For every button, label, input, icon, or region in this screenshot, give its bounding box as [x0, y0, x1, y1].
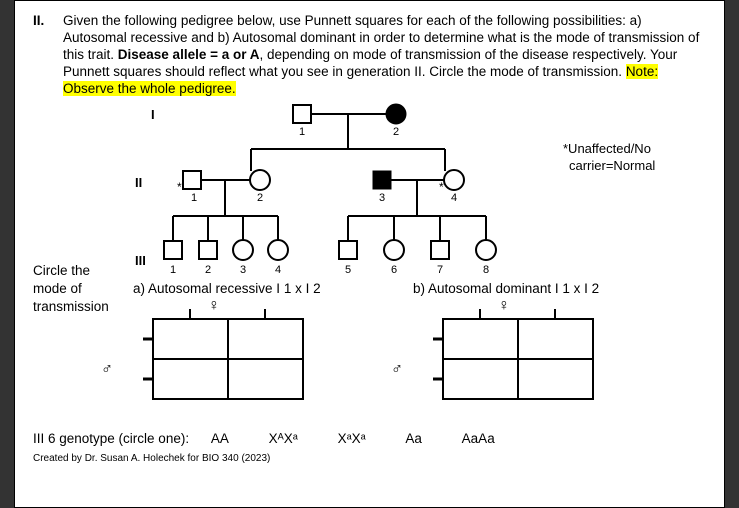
svg-text:1: 1: [170, 264, 176, 276]
question-bold: Disease allele = a or A: [118, 47, 260, 62]
svg-text:1: 1: [299, 126, 305, 138]
svg-text:6: 6: [391, 264, 397, 276]
side-transmission: transmission: [33, 299, 109, 314]
punnett-a: ♀: [133, 301, 313, 411]
female-symbol-a: ♀: [208, 297, 220, 315]
male-symbol-b: ♂: [391, 361, 403, 379]
genotype-opt-2[interactable]: XᴬXᵃ: [269, 431, 298, 446]
mode-label-b: b) Autosomal dominant I 1 x I 2: [413, 281, 599, 296]
genotype-row: III 6 genotype (circle one): AA XᴬXᵃ XᵃX…: [33, 431, 713, 446]
svg-text:2: 2: [205, 264, 211, 276]
svg-text:*: *: [439, 180, 444, 194]
mode-label-a: a) Autosomal recessive I 1 x I 2: [133, 281, 321, 296]
genotype-opt-3[interactable]: XᵃXᵃ: [338, 431, 366, 446]
svg-text:*: *: [177, 180, 182, 194]
question-number: II.: [33, 13, 44, 30]
svg-text:3: 3: [240, 264, 246, 276]
genotype-opt-5[interactable]: AaAa: [462, 431, 495, 446]
genotype-label: III 6 genotype (circle one):: [33, 431, 189, 446]
gen-label-III: III: [135, 253, 146, 268]
svg-text:2: 2: [257, 192, 263, 204]
punnett-b: ♀: [423, 301, 603, 411]
side-mode: mode of: [33, 281, 82, 296]
svg-text:8: 8: [483, 264, 489, 276]
credit-line: Created by Dr. Susan A. Holechek for BIO…: [33, 453, 270, 464]
question-text: Given the following pedigree below, use …: [63, 13, 706, 97]
female-symbol-b: ♀: [498, 297, 510, 315]
male-symbol-a: ♂: [101, 361, 113, 379]
pedigree-area: I II III *Unaffected/No carrier=Normal 1…: [33, 101, 706, 481]
svg-text:2: 2: [393, 126, 399, 138]
svg-text:4: 4: [275, 264, 281, 276]
legend-line1: *Unaffected/No: [563, 141, 651, 156]
svg-text:4: 4: [451, 192, 457, 204]
side-circle: Circle the: [33, 263, 90, 278]
legend-line2: carrier=Normal: [569, 158, 655, 173]
gen-label-II: II: [135, 175, 142, 190]
pedigree-diagram: 1 2 1 2 3 4 * *: [153, 101, 573, 281]
svg-text:7: 7: [437, 264, 443, 276]
genotype-opt-4[interactable]: Aa: [405, 431, 422, 446]
svg-text:1: 1: [191, 192, 197, 204]
svg-text:3: 3: [379, 192, 385, 204]
genotype-opt-1[interactable]: AA: [211, 431, 229, 446]
svg-text:5: 5: [345, 264, 351, 276]
